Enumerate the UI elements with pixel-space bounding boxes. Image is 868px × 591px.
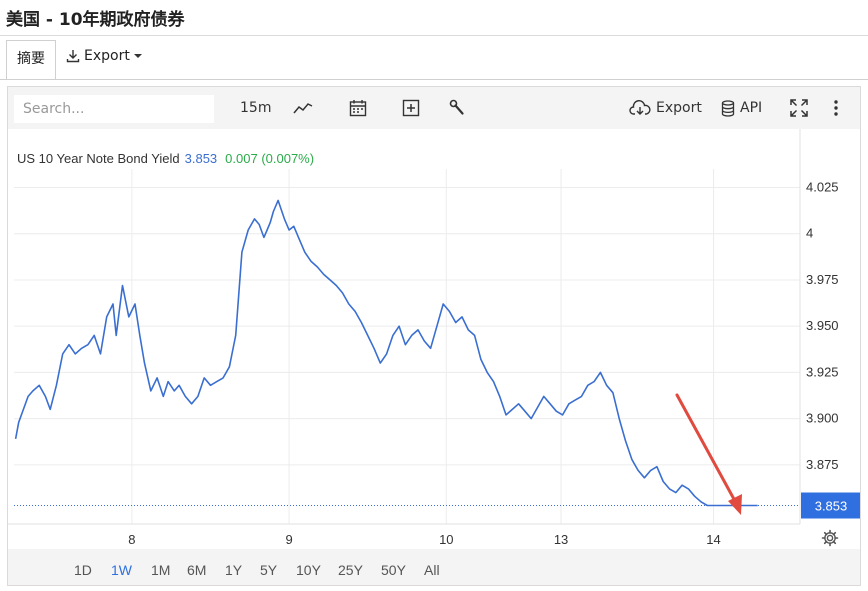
add-indicator-button[interactable] [402, 87, 420, 129]
cloud-download-icon [629, 100, 651, 115]
annotation-arrow-head [728, 494, 742, 515]
annotation-arrow-shaft [675, 393, 737, 503]
y-tick-label: 3.900 [806, 411, 839, 426]
range-button-50y[interactable]: 50Y [381, 562, 406, 578]
y-tick-label: 3.875 [806, 457, 839, 472]
more-vertical-icon [834, 100, 838, 116]
chart-type-button[interactable] [293, 87, 313, 129]
range-button-all[interactable]: All [424, 562, 440, 578]
range-selector: 1D 1W 1M 6M 1Y 5Y 10Y 25Y 50Y All [8, 529, 860, 585]
database-icon [721, 99, 735, 117]
calendar-icon [349, 100, 367, 117]
x-tick-label: 13 [554, 532, 568, 547]
tab-summary[interactable]: 摘要 [6, 40, 56, 80]
chart-widget: 15m [7, 86, 861, 586]
symbol-search-input[interactable] [14, 95, 214, 123]
chart-area[interactable]: 3.875 3.900 3.925 3.950 3.975 4 4.025 8 9 10 13 14 3… [8, 129, 860, 549]
export-dropdown[interactable]: Export [66, 48, 142, 64]
interval-label: 15m [240, 100, 272, 116]
plus-square-icon [402, 99, 420, 117]
x-tick-label: 14 [706, 532, 720, 547]
x-tick-label: 10 [439, 532, 453, 547]
download-icon [66, 50, 80, 63]
last-value-badge [801, 492, 860, 519]
export-button-label: Export [656, 100, 702, 116]
range-button-25y[interactable]: 25Y [338, 562, 363, 578]
y-tick-label: 4 [806, 226, 813, 241]
range-button-1w[interactable]: 1W [111, 562, 132, 578]
x-tick-label: 8 [128, 532, 135, 547]
range-button-6m[interactable]: 6M [187, 562, 207, 578]
y-tick-label: 3.925 [806, 364, 839, 379]
y-tick-label: 4.025 [806, 179, 839, 194]
more-options-button[interactable] [833, 87, 839, 129]
fullscreen-icon [790, 99, 808, 117]
range-button-1d[interactable]: 1D [74, 562, 92, 578]
yield-chart[interactable]: 3.875 3.900 3.925 3.950 3.975 4 4.025 8 9 10 13 14 3… [8, 129, 860, 549]
api-button[interactable]: API [721, 87, 762, 129]
export-button[interactable]: Export [629, 87, 702, 129]
range-button-10y[interactable]: 10Y [296, 562, 321, 578]
line-chart-icon [293, 103, 313, 114]
legend-change: 0.007 (0.007%) [225, 151, 315, 166]
title-divider [0, 35, 868, 36]
tab-divider [0, 79, 868, 80]
settings-tools-button[interactable] [449, 87, 465, 129]
tab-bar: 摘要 Export [0, 36, 868, 80]
range-button-5y[interactable]: 5Y [260, 562, 278, 578]
wrench-icon [449, 99, 464, 115]
series-line [14, 199, 758, 507]
calendar-button[interactable] [349, 87, 367, 129]
last-value-badge-label: 3.853 [815, 499, 848, 514]
legend-series-name: US 10 Year Note Bond Yield [17, 151, 180, 166]
range-button-1y[interactable]: 1Y [225, 562, 243, 578]
page-title: 美国 - 10年期政府债券 [6, 10, 185, 30]
gear-icon[interactable] [821, 529, 839, 547]
fullscreen-button[interactable] [790, 87, 808, 129]
chart-legend: US 10 Year Note Bond Yield 3.853 0.007 (0.… [17, 151, 314, 166]
caret-down-icon [133, 54, 142, 58]
y-tick-label: 3.975 [806, 272, 839, 287]
range-button-1m[interactable]: 1M [151, 562, 171, 578]
api-button-label: API [740, 100, 763, 116]
x-tick-label: 9 [285, 532, 292, 547]
chart-toolbar: 15m [8, 87, 860, 129]
legend-last-value: 3.853 [184, 151, 218, 166]
y-tick-label: 3.950 [806, 318, 839, 333]
export-dropdown-label: Export [84, 48, 130, 64]
interval-button[interactable]: 15m [240, 87, 271, 129]
